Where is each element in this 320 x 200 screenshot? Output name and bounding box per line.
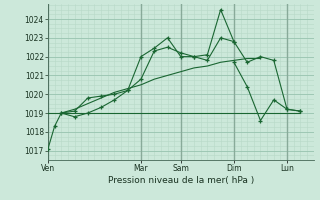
- X-axis label: Pression niveau de la mer( hPa ): Pression niveau de la mer( hPa ): [108, 176, 254, 185]
